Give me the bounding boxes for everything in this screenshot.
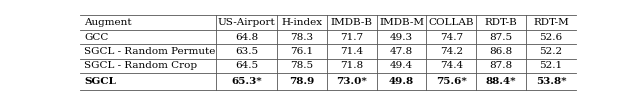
Text: 78.9: 78.9: [289, 77, 314, 86]
Text: 63.5: 63.5: [235, 47, 258, 56]
Text: RDT-B: RDT-B: [485, 18, 518, 27]
Text: 74.2: 74.2: [440, 47, 463, 56]
Text: 52.1: 52.1: [540, 61, 563, 70]
Text: SGCL: SGCL: [84, 77, 116, 86]
Text: 52.2: 52.2: [540, 47, 563, 56]
Text: 64.8: 64.8: [235, 33, 258, 42]
Text: SGCL - Random Crop: SGCL - Random Crop: [84, 61, 197, 70]
Text: 74.7: 74.7: [440, 33, 463, 42]
Text: US-Airport: US-Airport: [218, 18, 276, 27]
Text: 71.8: 71.8: [340, 61, 363, 70]
Text: 86.8: 86.8: [490, 47, 513, 56]
Text: 71.4: 71.4: [340, 47, 363, 56]
Text: 49.8: 49.8: [389, 77, 414, 86]
Text: COLLAB: COLLAB: [429, 18, 474, 27]
Text: H-index: H-index: [281, 18, 323, 27]
Text: 74.4: 74.4: [440, 61, 463, 70]
Text: 75.6*: 75.6*: [436, 77, 467, 86]
Text: 73.0*: 73.0*: [336, 77, 367, 86]
Text: 49.3: 49.3: [390, 33, 413, 42]
Text: 49.4: 49.4: [390, 61, 413, 70]
Text: 78.5: 78.5: [290, 61, 314, 70]
Text: SGCL - Random Permute: SGCL - Random Permute: [84, 47, 215, 56]
Text: 65.3*: 65.3*: [231, 77, 262, 86]
Text: IMDB-B: IMDB-B: [331, 18, 372, 27]
Text: 47.8: 47.8: [390, 47, 413, 56]
Text: IMDB-M: IMDB-M: [379, 18, 424, 27]
Text: 64.5: 64.5: [235, 61, 258, 70]
Text: 87.8: 87.8: [490, 61, 513, 70]
Text: 53.8*: 53.8*: [536, 77, 566, 86]
Text: 87.5: 87.5: [490, 33, 513, 42]
Text: RDT-M: RDT-M: [533, 18, 569, 27]
Text: 52.6: 52.6: [540, 33, 563, 42]
Text: 78.3: 78.3: [290, 33, 314, 42]
Text: 71.7: 71.7: [340, 33, 363, 42]
Text: GCC: GCC: [84, 33, 108, 42]
Text: 88.4*: 88.4*: [486, 77, 516, 86]
Text: Augment: Augment: [84, 18, 132, 27]
Text: 76.1: 76.1: [290, 47, 314, 56]
